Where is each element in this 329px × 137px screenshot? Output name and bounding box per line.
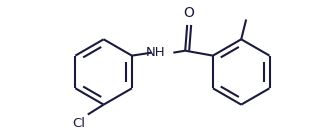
Text: Cl: Cl bbox=[72, 116, 85, 129]
Text: NH: NH bbox=[146, 46, 165, 59]
Text: O: O bbox=[184, 6, 195, 20]
